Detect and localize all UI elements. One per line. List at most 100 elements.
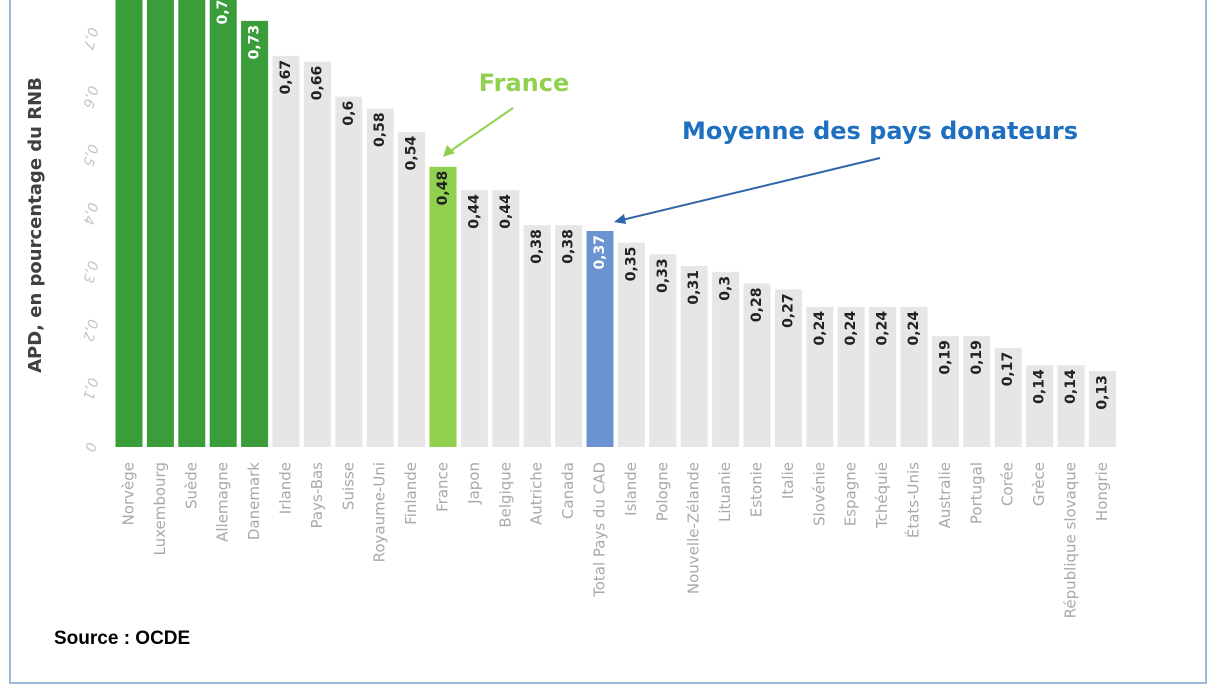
x-tick-label: Danemark	[245, 462, 263, 540]
bar	[774, 289, 802, 447]
x-tick-label: Suède	[182, 462, 200, 509]
x-tick-label: Slovénie	[810, 462, 828, 526]
bar	[743, 283, 771, 447]
bar	[806, 306, 834, 447]
arrow	[621, 157, 881, 221]
bar	[335, 96, 363, 447]
value-label: 0,38	[529, 229, 545, 264]
bar	[209, 0, 237, 448]
y-tick-label: 0,4	[79, 201, 100, 227]
bar	[146, 0, 174, 447]
x-tick-label: Pologne	[653, 462, 671, 521]
value-label: 0,14	[1063, 369, 1079, 404]
value-label: 0,3	[718, 276, 734, 301]
bar	[523, 225, 551, 447]
value-label: 0,17	[1000, 352, 1016, 387]
bar	[680, 266, 708, 447]
bar	[460, 190, 488, 447]
value-label: 0,44	[466, 194, 482, 229]
x-tick-label: France	[434, 462, 452, 512]
bar	[712, 271, 740, 447]
bar	[366, 108, 394, 448]
value-label: 0,33	[655, 258, 671, 293]
value-label: 0,54	[404, 136, 420, 171]
value-label: 0,48	[435, 171, 451, 206]
bar	[429, 166, 457, 448]
value-label: 0,35	[623, 247, 639, 282]
bar	[994, 347, 1022, 447]
bar	[837, 306, 865, 447]
arrow-head	[443, 145, 455, 157]
x-tick-label: Luxembourg	[151, 462, 169, 556]
value-label: 0,6	[341, 101, 357, 126]
bar	[1088, 371, 1116, 447]
x-tick-label: Irlande	[277, 462, 295, 514]
y-tick-label: 0,6	[79, 84, 100, 110]
bar	[241, 20, 269, 448]
value-label: 0,24	[906, 311, 922, 346]
x-tick-label: Italie	[779, 462, 797, 499]
value-label: 0,66	[309, 66, 325, 101]
bar	[492, 190, 520, 447]
x-tick-label: États-Unis	[904, 462, 923, 538]
bar	[272, 55, 300, 447]
x-tick-label: Allemagne	[214, 462, 232, 542]
value-label: 0,58	[372, 112, 388, 147]
x-tick-label: République slovaque	[1062, 462, 1080, 618]
x-tick-label: Lituanie	[716, 462, 734, 522]
x-tick-label: Belgique	[496, 462, 514, 528]
x-tick-label: Japon	[465, 462, 483, 505]
annotation: Moyenne des pays donateurs	[682, 117, 1078, 145]
arrow-head	[614, 214, 626, 224]
value-label: 0,44	[498, 194, 514, 229]
y-tick-label: 0,7	[79, 26, 100, 52]
bar	[586, 231, 614, 447]
y-tick-label: 0,5	[79, 142, 100, 168]
bar	[1057, 365, 1085, 447]
bar	[931, 336, 959, 447]
y-tick-label: 0,1	[79, 376, 100, 402]
bar	[900, 306, 928, 447]
bar	[649, 254, 677, 447]
bar	[963, 336, 991, 447]
x-tick-label: Suisse	[339, 462, 357, 510]
annotation: France	[479, 69, 569, 97]
x-tick-label: Canada	[559, 462, 577, 519]
source: Source : OCDE	[54, 628, 190, 649]
x-tick-label: Nouvelle-Zélande	[685, 462, 703, 594]
x-tick-label: Royaume-Uni	[371, 462, 389, 562]
frame	[9, 0, 1207, 684]
y-tick-label: 0	[81, 441, 99, 454]
y-axis-title: APD, en pourcentage du RNB	[25, 77, 46, 373]
x-tick-label: Australie	[936, 462, 954, 528]
x-tick-label: Total Pays du CAD	[591, 462, 609, 598]
value-label: 0,38	[561, 229, 577, 264]
x-tick-label: Hongrie	[1093, 462, 1111, 521]
bar	[555, 225, 583, 447]
value-label: 0,13	[1094, 375, 1110, 410]
arrow	[448, 107, 514, 153]
bar	[303, 61, 331, 447]
y-tick-label: 0,2	[79, 317, 100, 343]
bar	[178, 0, 206, 448]
value-label: 0,27	[780, 293, 796, 328]
bar	[115, 0, 143, 447]
x-tick-label: Grèce	[1030, 462, 1048, 506]
value-label: 0,24	[812, 311, 828, 346]
value-label: 0,73	[247, 25, 263, 60]
bar	[869, 306, 897, 447]
x-tick-label: Finlande	[402, 462, 420, 525]
x-tick-label: Estonie	[748, 462, 766, 517]
x-tick-label: Pays-Bas	[308, 462, 326, 529]
x-tick-label: Islande	[622, 462, 640, 516]
x-tick-label: Portugal	[967, 462, 985, 524]
y-tick-label: 0,3	[79, 259, 100, 285]
plot: 0 0,1 0,2 0,3 0,4 0,5 0,6 0,7 Norvège Luxembourg S…	[79, 0, 1116, 618]
value-label: 0,24	[843, 311, 859, 346]
bar	[398, 131, 426, 447]
x-tick-label: Espagne	[842, 462, 860, 526]
bar	[617, 242, 645, 447]
value-label: 0,24	[875, 311, 891, 346]
value-label: 0,79	[215, 0, 231, 24]
